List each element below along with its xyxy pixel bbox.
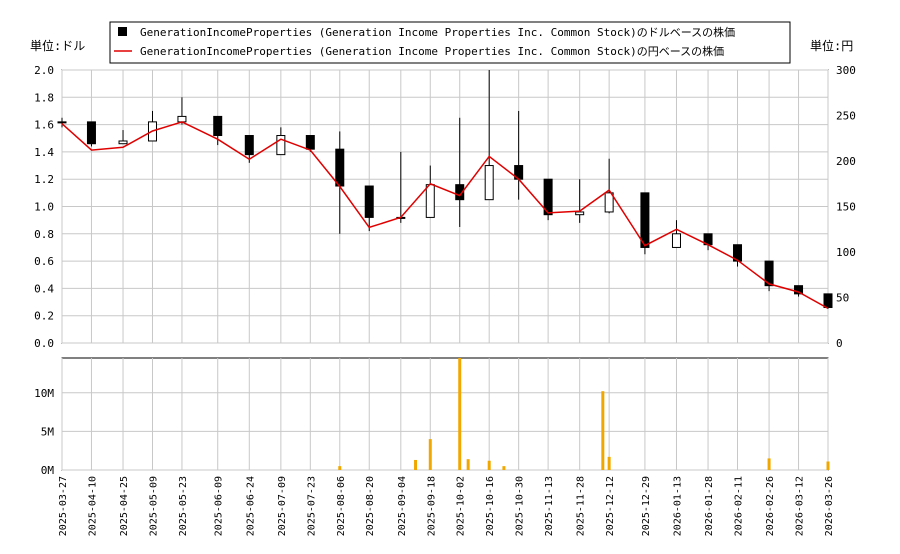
x-tick-label: 2025-05-23: [178, 476, 189, 536]
legend: GenerationIncomeProperties (Generation I…: [109, 21, 791, 64]
legend-label-yen: GenerationIncomeProperties (Generation I…: [140, 44, 724, 58]
legend-swatch-dollar: [118, 27, 127, 36]
x-tick-label: 2025-10-16: [485, 476, 496, 536]
y-left-tick-label: 1.4: [34, 146, 54, 159]
volume-tick-label: 10M: [34, 387, 54, 400]
y-right-tick-label: 50: [836, 292, 849, 305]
volume-bar: [487, 460, 491, 470]
x-tick-label: 2025-12-29: [641, 476, 652, 536]
candle-body: [640, 192, 650, 248]
volume-plot: 0M 5M 10M: [34, 357, 830, 477]
x-tick-label: 2025-12-12: [605, 476, 616, 536]
candle-body: [543, 178, 553, 216]
x-tick-label: 2026-02-26: [765, 476, 776, 536]
candle-body: [823, 293, 833, 309]
candle-body: [118, 140, 128, 145]
y-right-tick-label: 100: [836, 246, 856, 259]
x-tick-label: 2026-01-28: [704, 476, 715, 536]
x-tick-label: 2025-11-28: [576, 476, 587, 536]
x-tick-label: 2025-04-25: [119, 476, 130, 536]
candle-body: [764, 260, 774, 287]
candle-body: [484, 165, 494, 201]
y-left-tick-label: 1.6: [34, 119, 54, 132]
candle-body: [604, 192, 614, 213]
x-tick-label: 2025-07-23: [306, 476, 317, 536]
x-tick-label: 2025-03-27: [58, 476, 69, 536]
x-tick-label: 2025-04-10: [87, 476, 98, 536]
x-tick-label: 2025-10-30: [515, 476, 526, 536]
candle-body: [794, 285, 804, 295]
x-tick-label: 2026-02-11: [734, 476, 745, 536]
candle-body: [305, 135, 315, 150]
y-right-tick-label: 300: [836, 64, 856, 77]
volume-bar: [414, 459, 418, 470]
x-tick-label: 2025-07-09: [277, 476, 288, 536]
candle-body: [671, 233, 681, 248]
candle-body: [213, 115, 223, 137]
y-left-tick-label: 1.8: [34, 91, 54, 104]
x-tick-label: 2025-10-02: [456, 476, 467, 536]
candle-body: [244, 135, 254, 156]
y-right-tick-label: 150: [836, 201, 856, 214]
y-left-tick-label: 0.6: [34, 255, 54, 268]
candle-body: [177, 115, 187, 123]
y-left-tick-label: 2.0: [34, 64, 54, 77]
x-tick-label: 2026-01-13: [672, 476, 683, 536]
x-tick-label: 2025-05-09: [148, 476, 159, 536]
x-tick-label: 2025-09-04: [397, 476, 408, 536]
volume-bar: [767, 458, 771, 470]
yen-price-line: [61, 121, 829, 310]
x-axis: 2025-03-27 2025-04-10 2025-04-25 2025-05-09…: [58, 476, 835, 536]
volume-bar: [601, 391, 605, 470]
volume-tick-label: 5M: [41, 425, 55, 438]
candle-body: [425, 184, 435, 218]
candle-body: [86, 121, 96, 145]
y-right-tick-label: 250: [836, 110, 856, 123]
volume-bar: [466, 459, 470, 470]
candle-body: [455, 184, 465, 201]
y-right-tick-label: 0: [836, 337, 843, 350]
volume-tick-label: 0M: [41, 464, 55, 477]
x-tick-label: 2025-09-18: [426, 476, 437, 536]
x-tick-label: 2026-03-26: [824, 476, 835, 536]
x-tick-label: 2025-08-20: [365, 476, 376, 536]
price-plot: 0.0 0.2 0.4 0.6 0.8 1.0 1.2 1.4 1.6 1.8 2.0 0 50 100 1…: [34, 64, 856, 350]
volume-bar: [458, 358, 462, 470]
legend-label-dollar: GenerationIncomeProperties (Generation I…: [140, 25, 735, 39]
candle-body: [575, 211, 585, 216]
x-tick-label: 2026-03-12: [795, 476, 806, 536]
x-tick-label: 2025-06-09: [214, 476, 225, 536]
volume-bar: [338, 466, 342, 470]
volume-plot-frame: [61, 357, 829, 471]
candle-body: [276, 135, 286, 156]
volume-bar: [502, 466, 506, 470]
y-left-tick-label: 1.2: [34, 173, 54, 186]
y-right-axis-label: 単位:円: [810, 38, 853, 53]
candle-body: [57, 121, 67, 124]
y-left-tick-label: 0.0: [34, 337, 54, 350]
legend-box: [109, 21, 791, 64]
volume-bar: [826, 461, 830, 470]
y-left-tick-label: 0.8: [34, 228, 54, 241]
volume-bar: [428, 439, 432, 470]
candle-body: [335, 148, 345, 187]
volume-bar: [607, 456, 611, 470]
y-left-axis-label: 単位:ドル: [30, 38, 85, 53]
y-left-tick-label: 1.0: [34, 201, 54, 214]
y-left-tick-label: 0.2: [34, 310, 54, 323]
candle-body: [364, 185, 374, 218]
x-tick-label: 2025-06-24: [245, 476, 256, 536]
x-tick-label: 2025-11-13: [544, 476, 555, 536]
x-tick-label: 2025-08-06: [336, 476, 347, 536]
y-left-tick-label: 0.4: [34, 282, 54, 295]
y-right-tick-label: 200: [836, 155, 856, 168]
